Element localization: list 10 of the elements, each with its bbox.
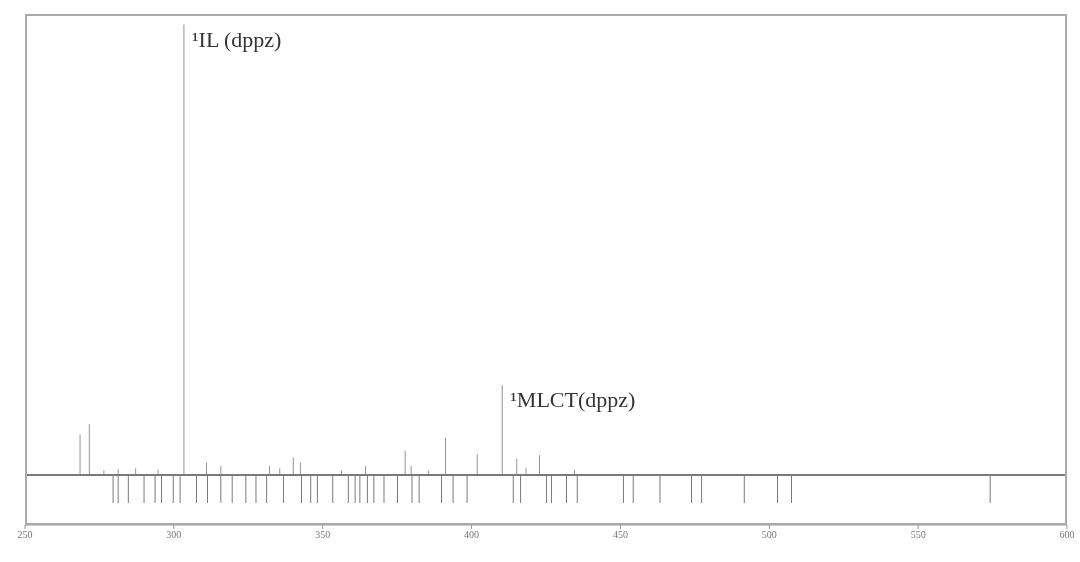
x-tick-label: 500 [761, 529, 777, 541]
annotation: ¹MLCT(dppz) [510, 386, 636, 412]
x-tick-label: 350 [315, 529, 331, 541]
x-tick-label: 550 [910, 529, 926, 541]
annotation: ¹IL (dppz) [191, 26, 282, 52]
x-tick-label: 250 [17, 529, 33, 541]
x-tick-label: 600 [1059, 529, 1075, 541]
x-tick-label: 300 [166, 529, 182, 541]
x-tick-label: 400 [464, 529, 480, 541]
x-tick-label: 450 [612, 529, 628, 541]
